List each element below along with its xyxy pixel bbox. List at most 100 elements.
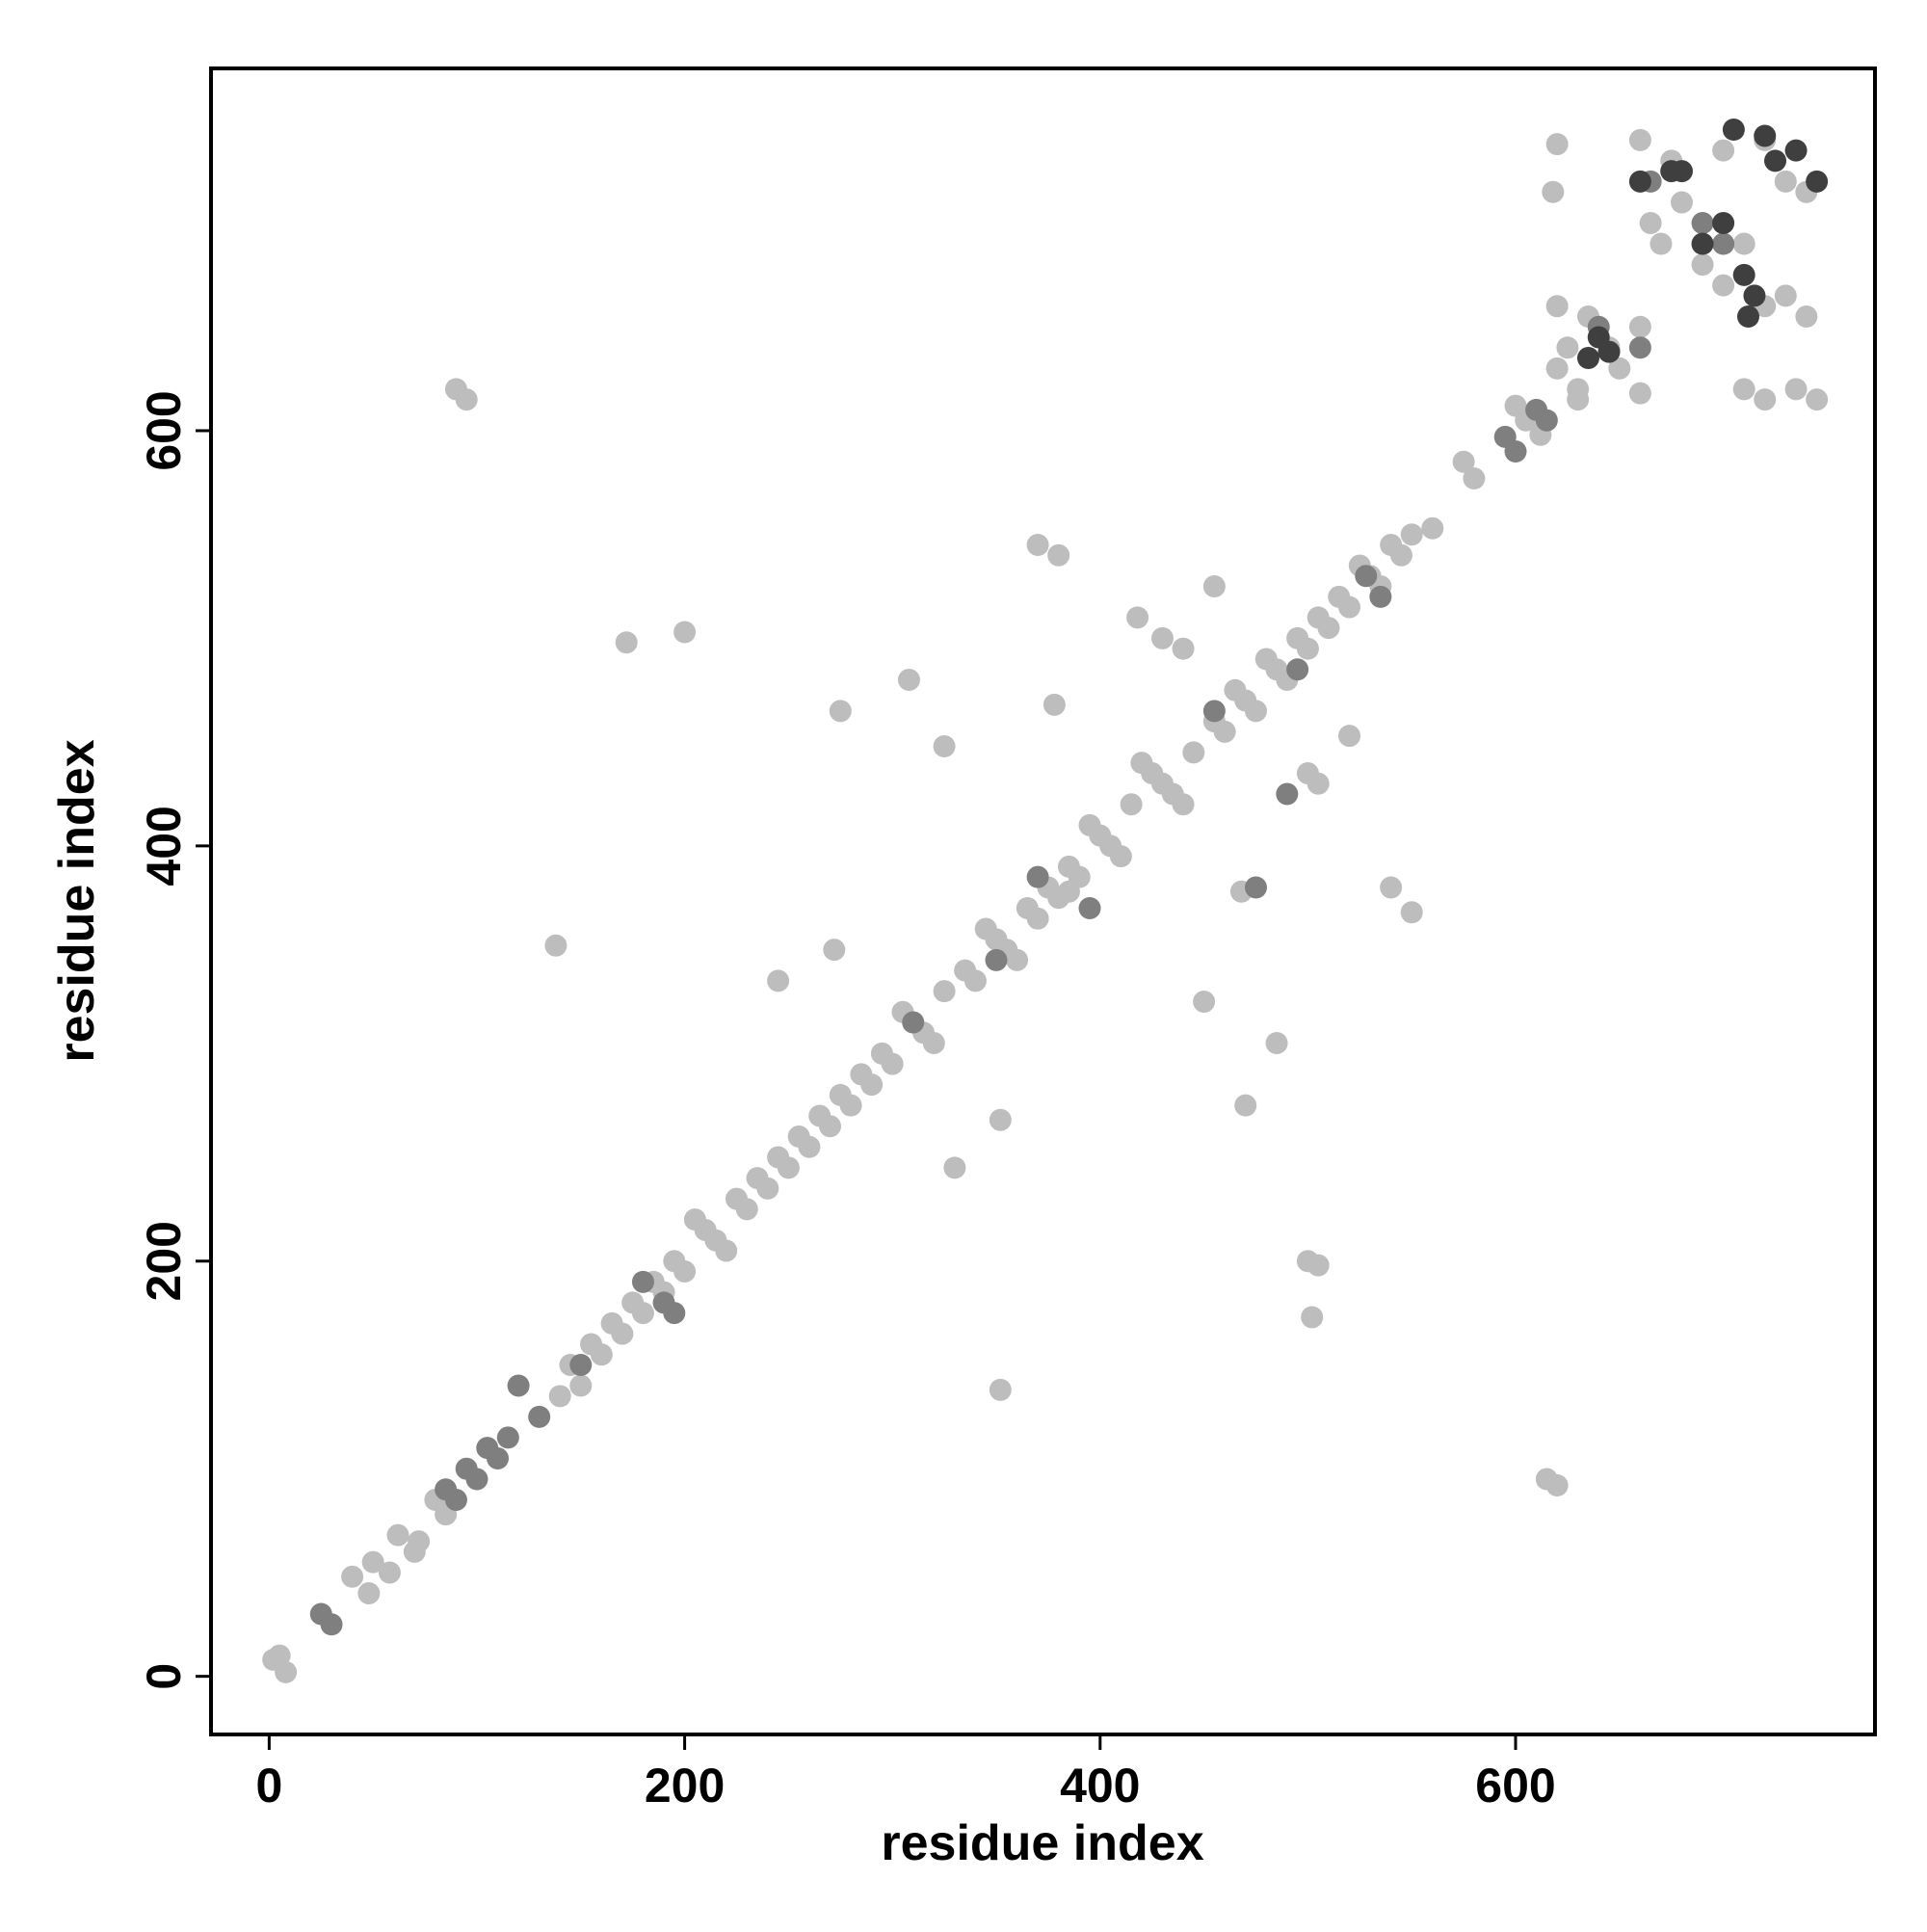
point	[1301, 1306, 1324, 1329]
point	[1213, 720, 1236, 743]
point	[487, 1446, 510, 1469]
point	[756, 1177, 779, 1200]
point	[829, 700, 852, 723]
point	[819, 1115, 842, 1138]
point	[1784, 139, 1808, 162]
point	[673, 621, 697, 644]
point	[1691, 232, 1714, 255]
point	[1535, 409, 1558, 432]
point	[1234, 1094, 1257, 1117]
point	[1670, 191, 1693, 214]
point	[548, 1385, 571, 1408]
point	[823, 939, 846, 962]
point	[798, 1135, 821, 1158]
point	[1597, 340, 1621, 363]
point	[989, 1108, 1012, 1131]
point	[1722, 119, 1745, 142]
point	[1276, 782, 1299, 806]
point	[496, 1426, 519, 1449]
point	[1784, 378, 1808, 401]
point	[569, 1353, 593, 1376]
point	[1754, 388, 1777, 411]
point	[1774, 170, 1797, 193]
point	[1126, 606, 1149, 629]
point	[275, 1660, 298, 1683]
point	[1026, 907, 1049, 930]
point	[989, 1378, 1012, 1401]
point	[378, 1561, 401, 1584]
point	[444, 1489, 467, 1512]
point	[1380, 876, 1403, 899]
point	[985, 948, 1008, 971]
point	[1712, 212, 1735, 235]
point	[1182, 741, 1205, 764]
point	[735, 1198, 758, 1221]
point	[1202, 575, 1226, 598]
point	[1369, 585, 1392, 608]
point	[1172, 793, 1195, 816]
point	[1463, 467, 1486, 490]
point	[902, 1011, 925, 1034]
point	[1338, 595, 1361, 619]
point	[1545, 357, 1569, 380]
point	[881, 1052, 904, 1075]
point	[1639, 212, 1662, 235]
point	[1355, 565, 1378, 588]
point	[1754, 124, 1777, 147]
point	[1743, 284, 1766, 307]
point	[631, 1270, 654, 1293]
point	[1317, 617, 1340, 640]
point	[860, 1073, 884, 1097]
point	[933, 980, 956, 1003]
point	[1307, 772, 1330, 795]
point	[1806, 388, 1829, 411]
point	[357, 1581, 381, 1604]
point	[1608, 357, 1631, 380]
point	[615, 631, 638, 654]
point	[1421, 516, 1444, 540]
point	[320, 1613, 343, 1636]
point	[1567, 388, 1590, 411]
y-tick-label: 0	[137, 1663, 191, 1690]
point	[1338, 725, 1361, 748]
y-axis-title: residue index	[49, 739, 105, 1062]
point	[611, 1322, 634, 1345]
y-tick-label: 400	[137, 806, 191, 886]
point	[1712, 274, 1735, 297]
point	[1542, 180, 1565, 203]
point	[1400, 523, 1423, 546]
point	[1026, 533, 1049, 556]
point	[897, 669, 920, 692]
point	[777, 1156, 800, 1179]
y-tick-label: 200	[137, 1221, 191, 1301]
point	[1057, 880, 1080, 903]
point	[1764, 149, 1787, 172]
point	[1712, 232, 1735, 255]
point	[715, 1239, 738, 1262]
point	[386, 1523, 409, 1547]
point	[455, 388, 478, 411]
point	[569, 1374, 593, 1397]
point	[1006, 948, 1029, 971]
y-tick-label: 600	[137, 390, 191, 470]
point	[1732, 378, 1755, 401]
point	[1650, 232, 1673, 255]
point	[1545, 295, 1569, 318]
point	[268, 1644, 291, 1667]
point	[1795, 304, 1818, 328]
point	[663, 1302, 686, 1325]
point	[528, 1405, 551, 1428]
point	[1452, 450, 1475, 473]
point	[1043, 693, 1066, 716]
point	[1691, 212, 1714, 235]
point	[1202, 700, 1226, 723]
point	[1774, 284, 1797, 307]
point	[341, 1565, 364, 1588]
point	[767, 969, 790, 992]
point	[1120, 793, 1143, 816]
point	[1691, 253, 1714, 277]
point	[964, 969, 987, 992]
point	[1109, 845, 1132, 868]
point	[1150, 626, 1174, 649]
point	[507, 1374, 530, 1397]
